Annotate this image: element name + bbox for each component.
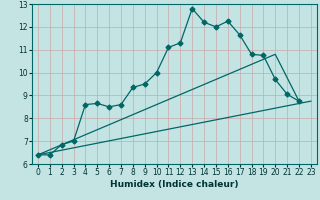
X-axis label: Humidex (Indice chaleur): Humidex (Indice chaleur) — [110, 180, 239, 189]
